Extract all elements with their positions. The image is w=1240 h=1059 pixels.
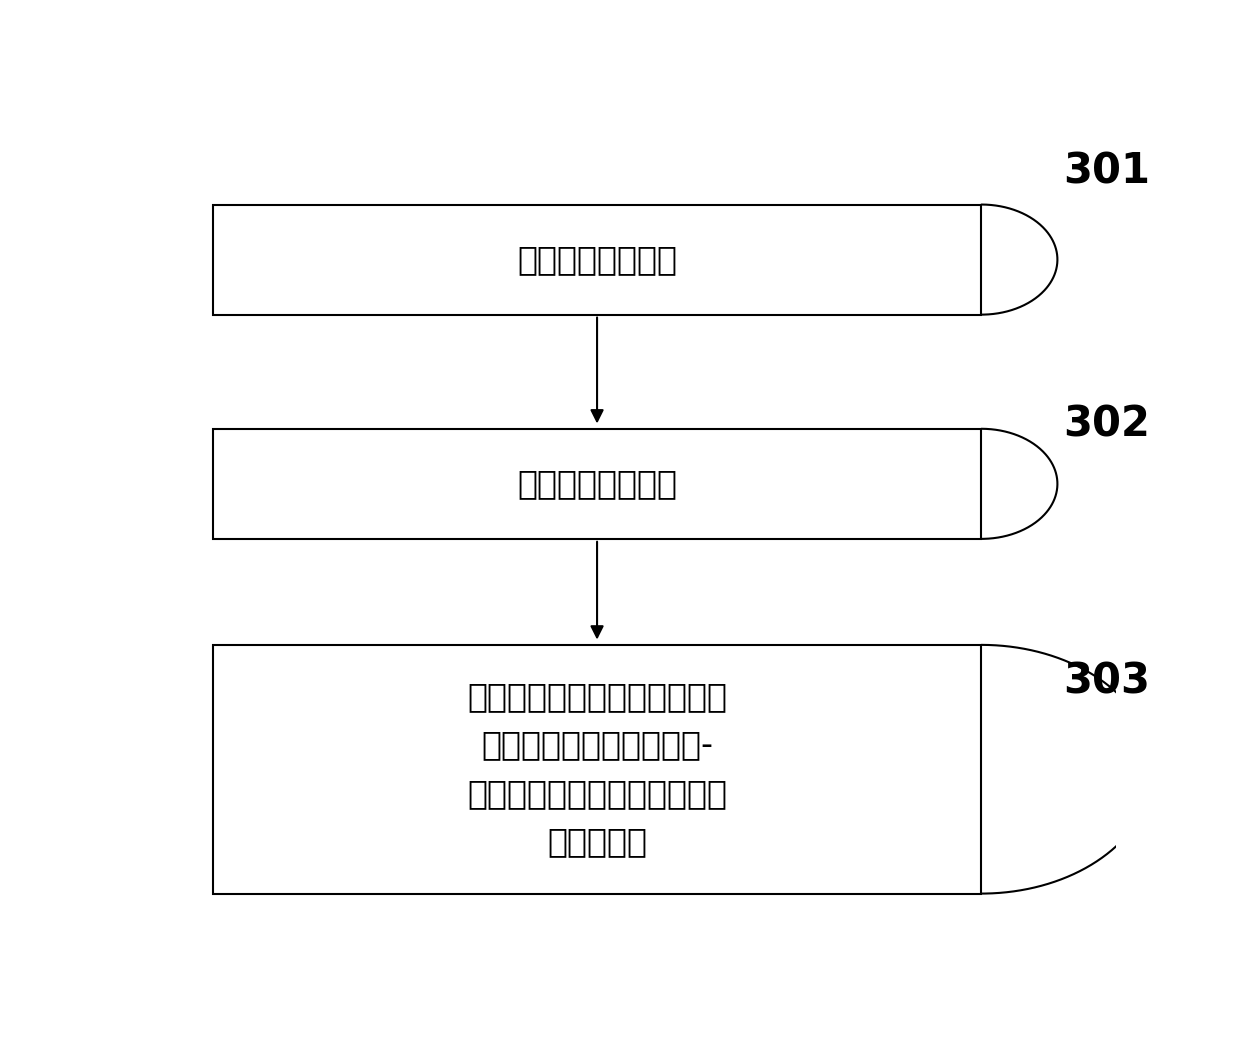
Bar bbox=[213, 429, 982, 539]
Bar bbox=[213, 204, 982, 315]
Bar bbox=[213, 645, 982, 894]
Text: 301: 301 bbox=[1063, 151, 1151, 193]
Text: 根据所述第一磁场强度、所述
第二磁场强度，利用毕奥-
萨伐尔定律，计算电解槽阴极
板的电流值: 根据所述第一磁场强度、所述 第二磁场强度，利用毕奥- 萨伐尔定律，计算电解槽阴极… bbox=[467, 680, 727, 859]
Text: 获取第二磁场强度: 获取第二磁场强度 bbox=[517, 467, 677, 500]
Text: 获取第一磁场强度: 获取第一磁场强度 bbox=[517, 244, 677, 276]
Text: 303: 303 bbox=[1063, 661, 1151, 702]
Text: 302: 302 bbox=[1063, 403, 1149, 446]
